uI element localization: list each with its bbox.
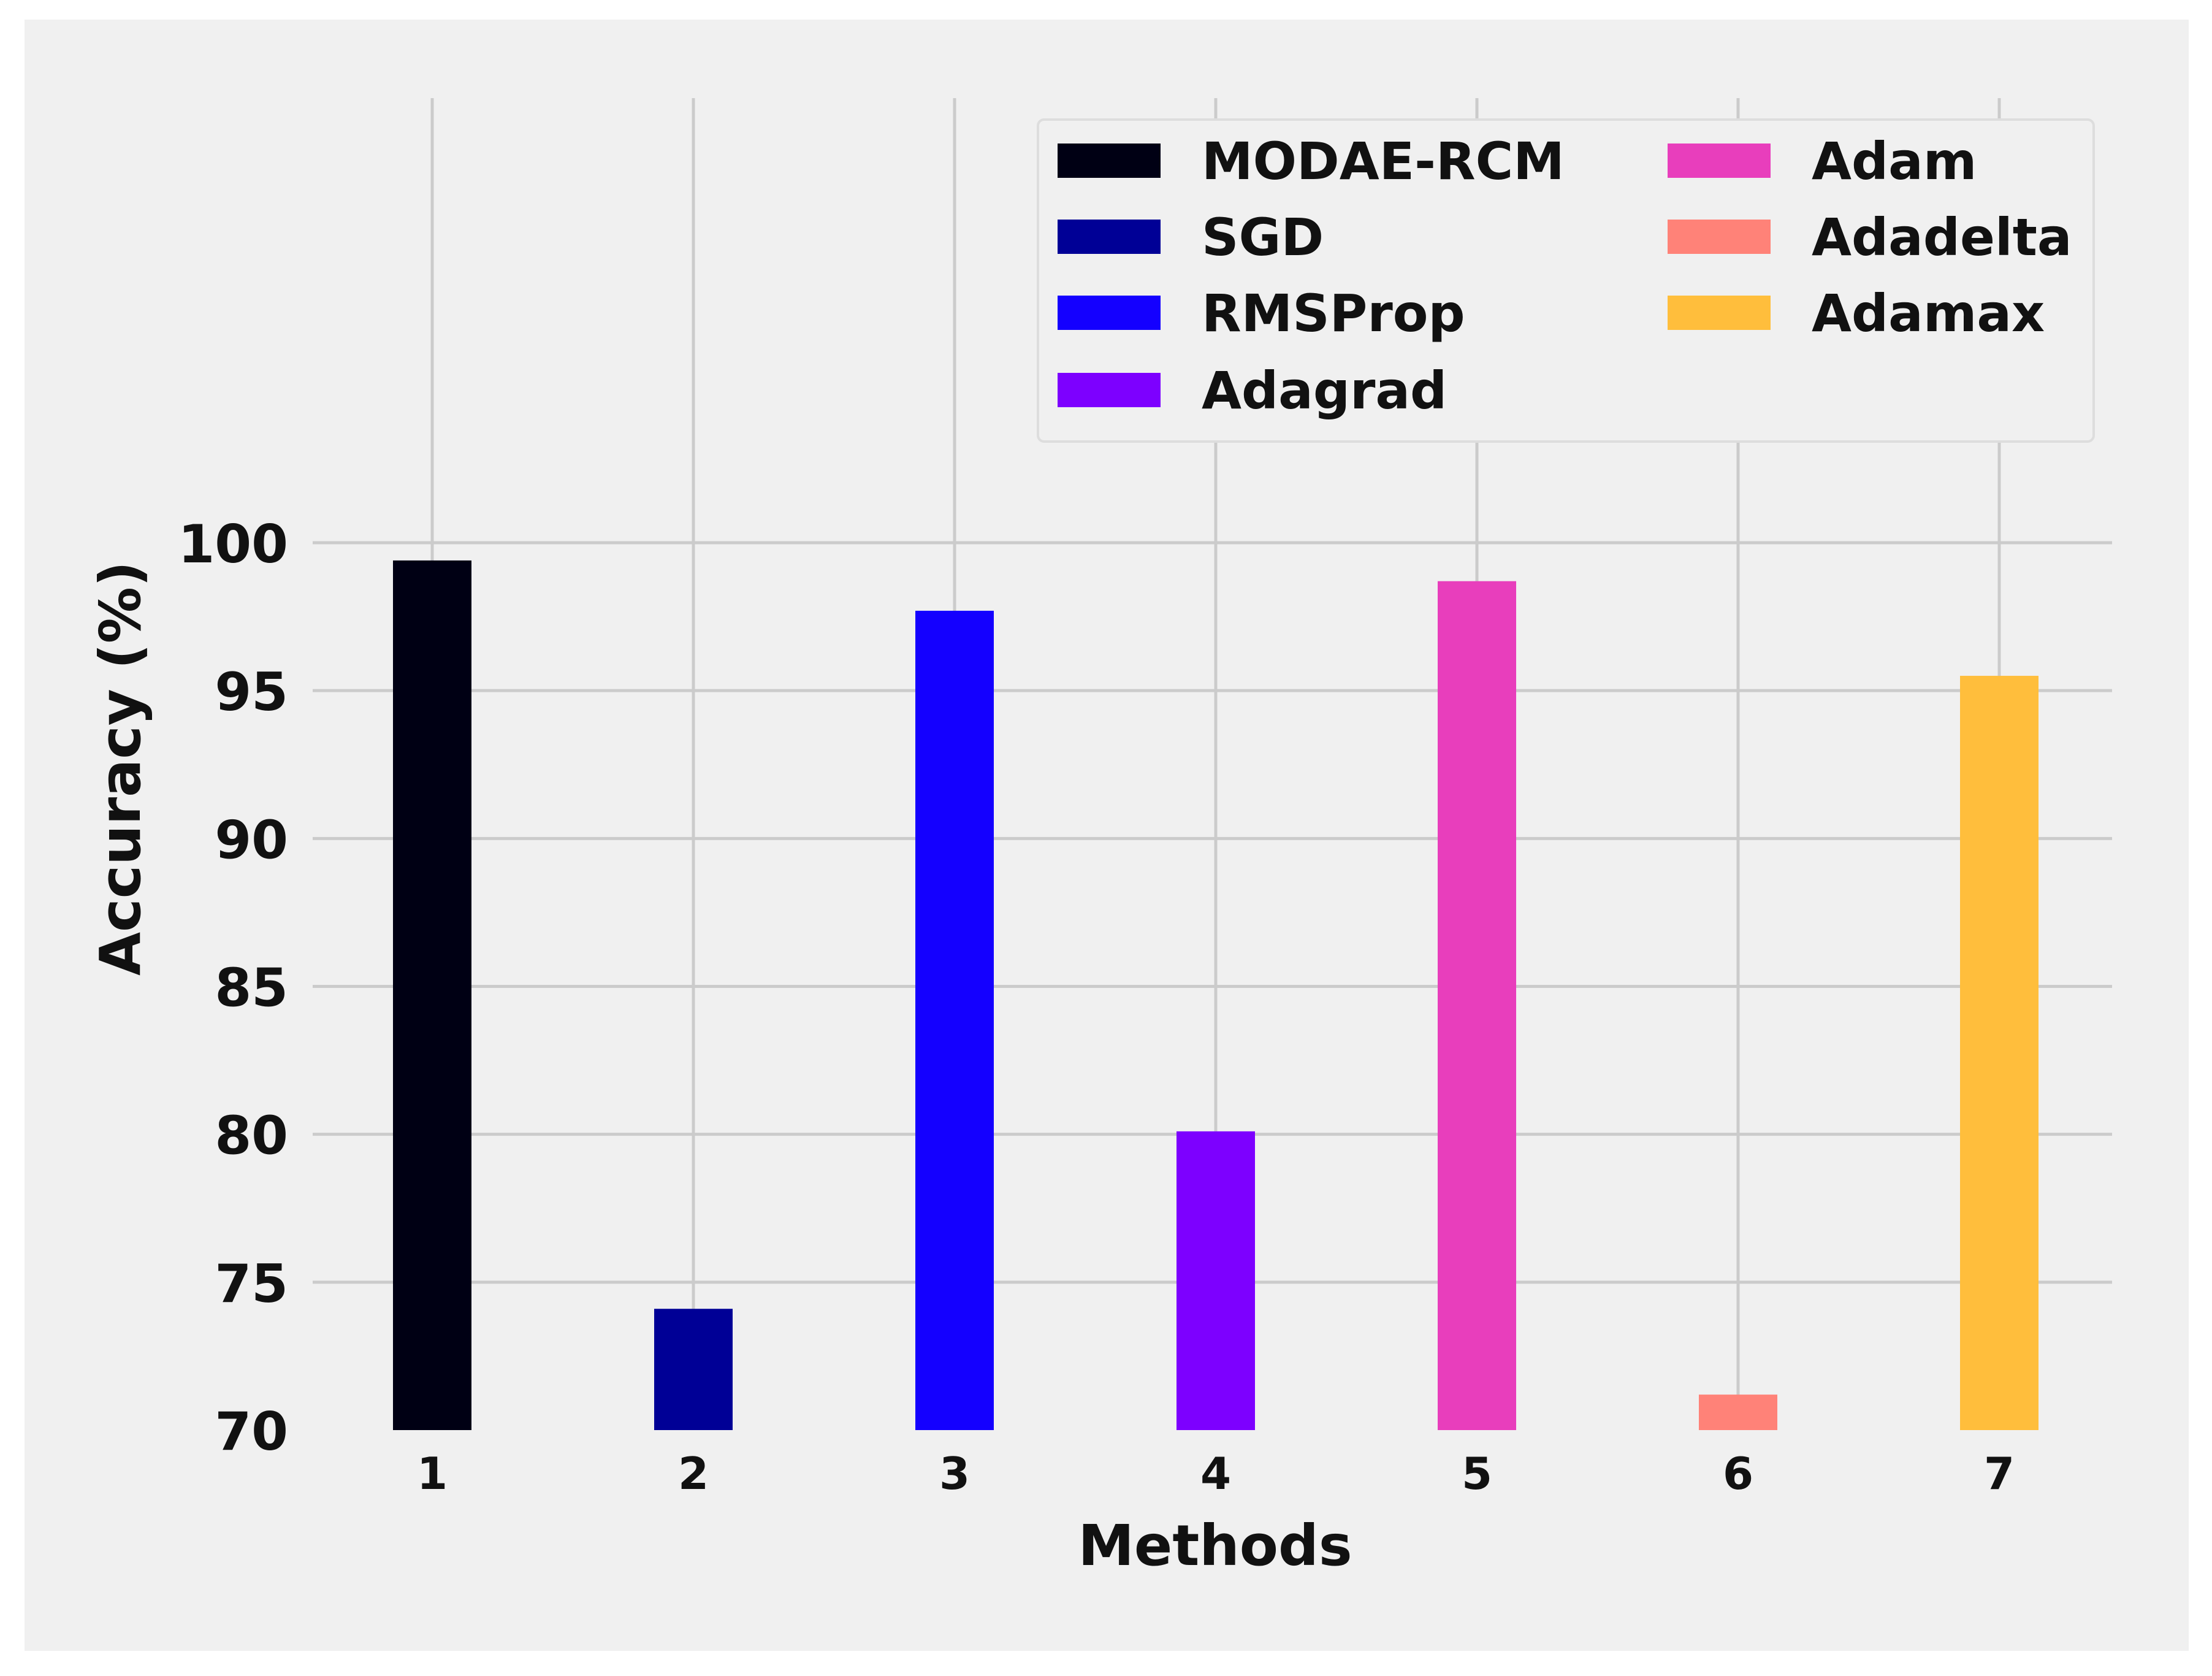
legend-swatch — [1668, 143, 1771, 178]
legend-label: Adam — [1812, 131, 1977, 191]
y-tick-label: 95 — [215, 662, 288, 723]
legend-label: Adadelta — [1812, 207, 2072, 267]
bars — [393, 560, 2038, 1431]
x-tick-label: 4 — [1200, 1448, 1231, 1499]
legend-label: Adagrad — [1202, 361, 1447, 421]
legend-swatch — [1668, 220, 1771, 254]
bar-2 — [654, 1309, 733, 1430]
x-tick-labels: 1 2 3 4 5 6 7 — [417, 1448, 2015, 1499]
bar-5 — [1438, 581, 1516, 1430]
legend-swatch — [1058, 220, 1161, 254]
legend-swatch — [1668, 296, 1771, 330]
legend-label: MODAE-RCM — [1202, 131, 1565, 191]
legend-label: RMSProp — [1202, 283, 1465, 343]
y-tick-label: 75 — [215, 1253, 288, 1315]
legend-label: SGD — [1202, 207, 1324, 267]
legend: MODAE-RCM SGD RMSProp Adagrad Adam Adadelta Ad… — [1037, 118, 2095, 443]
x-tick-label: 1 — [417, 1448, 448, 1499]
y-tick-label: 100 — [178, 514, 288, 575]
x-tick-label: 6 — [1723, 1448, 1753, 1499]
legend-items: MODAE-RCM SGD RMSProp Adagrad Adam Adadelta Ad… — [1058, 131, 2072, 421]
y-tick-label: 70 — [215, 1401, 288, 1463]
legend-swatch — [1058, 143, 1161, 178]
bar-6 — [1699, 1395, 1777, 1430]
legend-swatch — [1058, 296, 1161, 330]
y-tick-label: 85 — [215, 958, 288, 1019]
y-tick-label: 90 — [215, 809, 288, 871]
bar-1 — [393, 560, 471, 1431]
bar-4 — [1177, 1131, 1255, 1430]
bar-7 — [1960, 676, 2038, 1430]
x-axis-label: Methods — [1078, 1513, 1352, 1578]
legend-box — [1037, 118, 2095, 443]
y-tick-label: 80 — [215, 1106, 288, 1167]
x-tick-label: 2 — [678, 1448, 709, 1499]
legend-label: Adamax — [1812, 283, 2045, 343]
x-tick-label: 7 — [1984, 1448, 2015, 1499]
y-axis-label: Accuracy (%) — [88, 561, 153, 976]
legend-swatch — [1058, 373, 1161, 407]
x-tick-label: 5 — [1462, 1448, 1492, 1499]
y-tick-labels: 70 75 80 85 90 95 100 — [178, 514, 288, 1463]
x-tick-label: 3 — [939, 1448, 970, 1499]
bar-3 — [915, 610, 994, 1430]
